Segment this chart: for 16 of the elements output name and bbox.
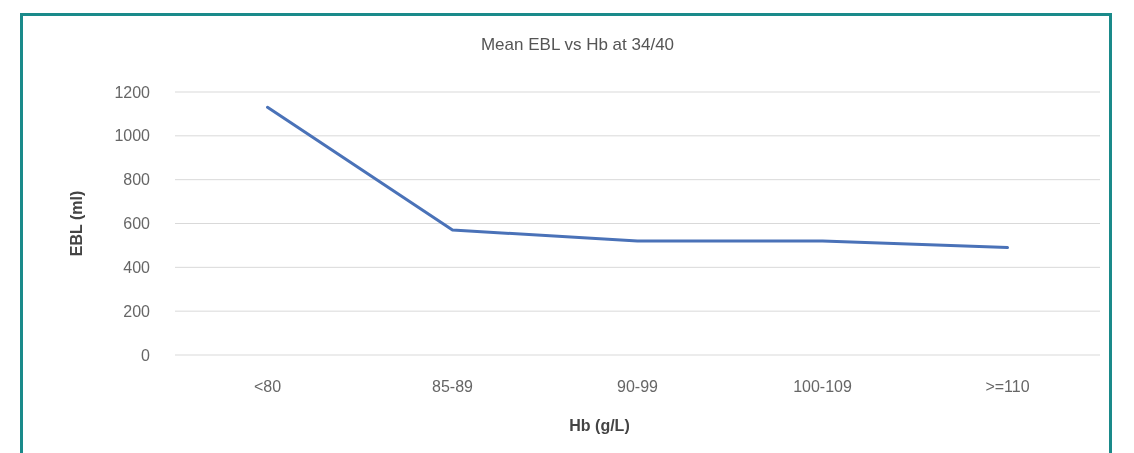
x-tick-label: >=110	[985, 378, 1030, 395]
x-tick-label: 85-89	[432, 378, 474, 395]
x-tick-label: <80	[253, 378, 282, 395]
y-tick-label: 800	[123, 171, 151, 189]
y-tick-label: 600	[123, 215, 151, 233]
y-tick-label: 0	[141, 346, 151, 364]
y-axis-title: EBL (ml)	[68, 190, 85, 257]
chart-title: Mean EBL vs Hb at 34/40	[480, 35, 675, 54]
y-tick-label: 1200	[114, 83, 151, 101]
y-tick-label: 1000	[114, 127, 151, 145]
line-series	[266, 105, 1009, 250]
x-tick-label: 100-109	[793, 378, 852, 395]
x-tick-label: 90-99	[617, 378, 659, 395]
y-tick-label: 400	[123, 258, 151, 276]
x-axis-title: Hb (g/L)	[569, 417, 630, 434]
y-tick-label: 200	[123, 302, 151, 320]
